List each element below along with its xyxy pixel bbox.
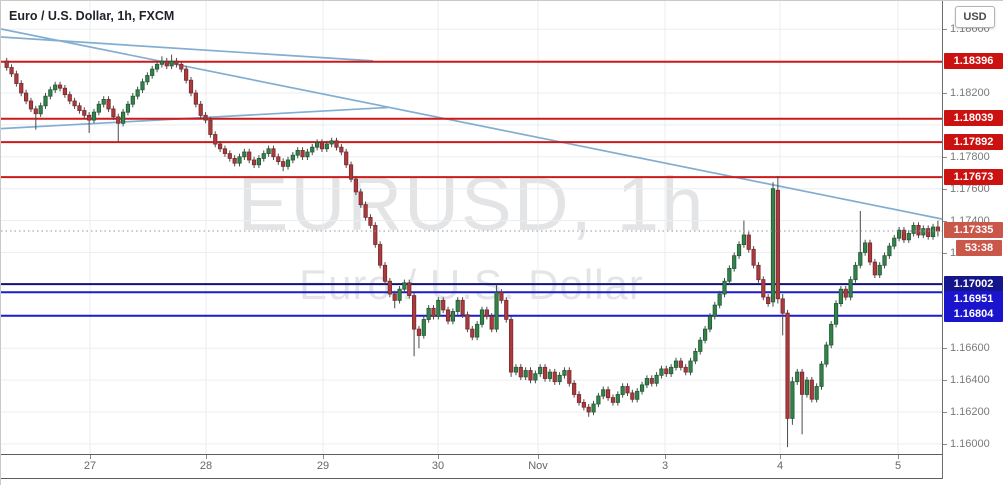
time-axis-label: 5 <box>894 460 902 472</box>
price-axis-label: 1.17800 <box>950 151 990 163</box>
candlestick-plot[interactable] <box>1 1 942 454</box>
time-axis-tick <box>206 455 207 459</box>
bottom-strip <box>1 479 1003 486</box>
price-axis-label: 1.16000 <box>950 438 990 450</box>
price-axis-tick <box>943 189 947 190</box>
time-axis-tick <box>90 455 91 459</box>
price-level-badge: 1.17892 <box>944 134 1003 150</box>
time-axis-label: 4 <box>776 460 784 472</box>
time-axis-label: 3 <box>661 460 669 472</box>
price-axis-tick <box>943 93 947 94</box>
price-level-badge: 1.18039 <box>944 110 1003 126</box>
price-axis-label: 1.16600 <box>950 342 990 354</box>
price-level-badge: 1.16951 <box>944 291 1003 307</box>
price-axis-label: 1.16200 <box>950 406 990 418</box>
price-axis-tick <box>943 29 947 30</box>
axis-corner-box <box>942 454 1003 479</box>
price-axis-tick <box>943 253 947 254</box>
price-axis-label: 1.16400 <box>950 374 990 386</box>
time-axis-tick <box>323 455 324 459</box>
price-axis[interactable]: USD 1.18600 1.18200 1.17800 1.17600 1.17400 1… <box>942 1 1003 454</box>
time-axis-label: 30 <box>431 460 445 472</box>
chart-title: Euro / U.S. Dollar, 1h, FXCM <box>9 9 175 23</box>
price-level-badge: 1.18396 <box>944 53 1003 69</box>
price-axis-tick <box>943 221 947 222</box>
time-axis-label: Nov <box>528 460 548 472</box>
price-axis-tick <box>943 412 947 413</box>
price-axis-label: 1.17600 <box>950 183 990 195</box>
time-axis-label: 28 <box>199 460 213 472</box>
time-axis-label: 27 <box>83 460 97 472</box>
time-axis-tick <box>898 455 899 459</box>
price-axis-tick <box>943 157 947 158</box>
time-axis-tick <box>438 455 439 459</box>
price-axis-label: 1.18200 <box>950 87 990 99</box>
bar-countdown-badge: 53:38 <box>956 240 1002 256</box>
currency-toggle-button[interactable]: USD <box>955 6 995 28</box>
price-axis-tick <box>943 348 947 349</box>
price-level-badge: 1.17002 <box>944 276 1003 292</box>
time-axis-tick <box>780 455 781 459</box>
time-axis-label: 29 <box>316 460 330 472</box>
price-level-badge: 1.17673 <box>944 169 1003 185</box>
time-axis-tick <box>538 455 539 459</box>
price-axis-tick <box>943 380 947 381</box>
last-price-badge: 1.17335 <box>944 222 1003 238</box>
chart-canvas[interactable]: EURUSD, 1h Euro / U.S. Dollar Euro / U.S… <box>1 1 942 454</box>
time-axis[interactable]: 27 28 29 30 Nov 3 4 5 <box>1 454 1003 479</box>
price-level-badge: 1.16804 <box>944 306 1003 322</box>
price-axis-tick <box>943 444 947 445</box>
time-axis-tick <box>665 455 666 459</box>
